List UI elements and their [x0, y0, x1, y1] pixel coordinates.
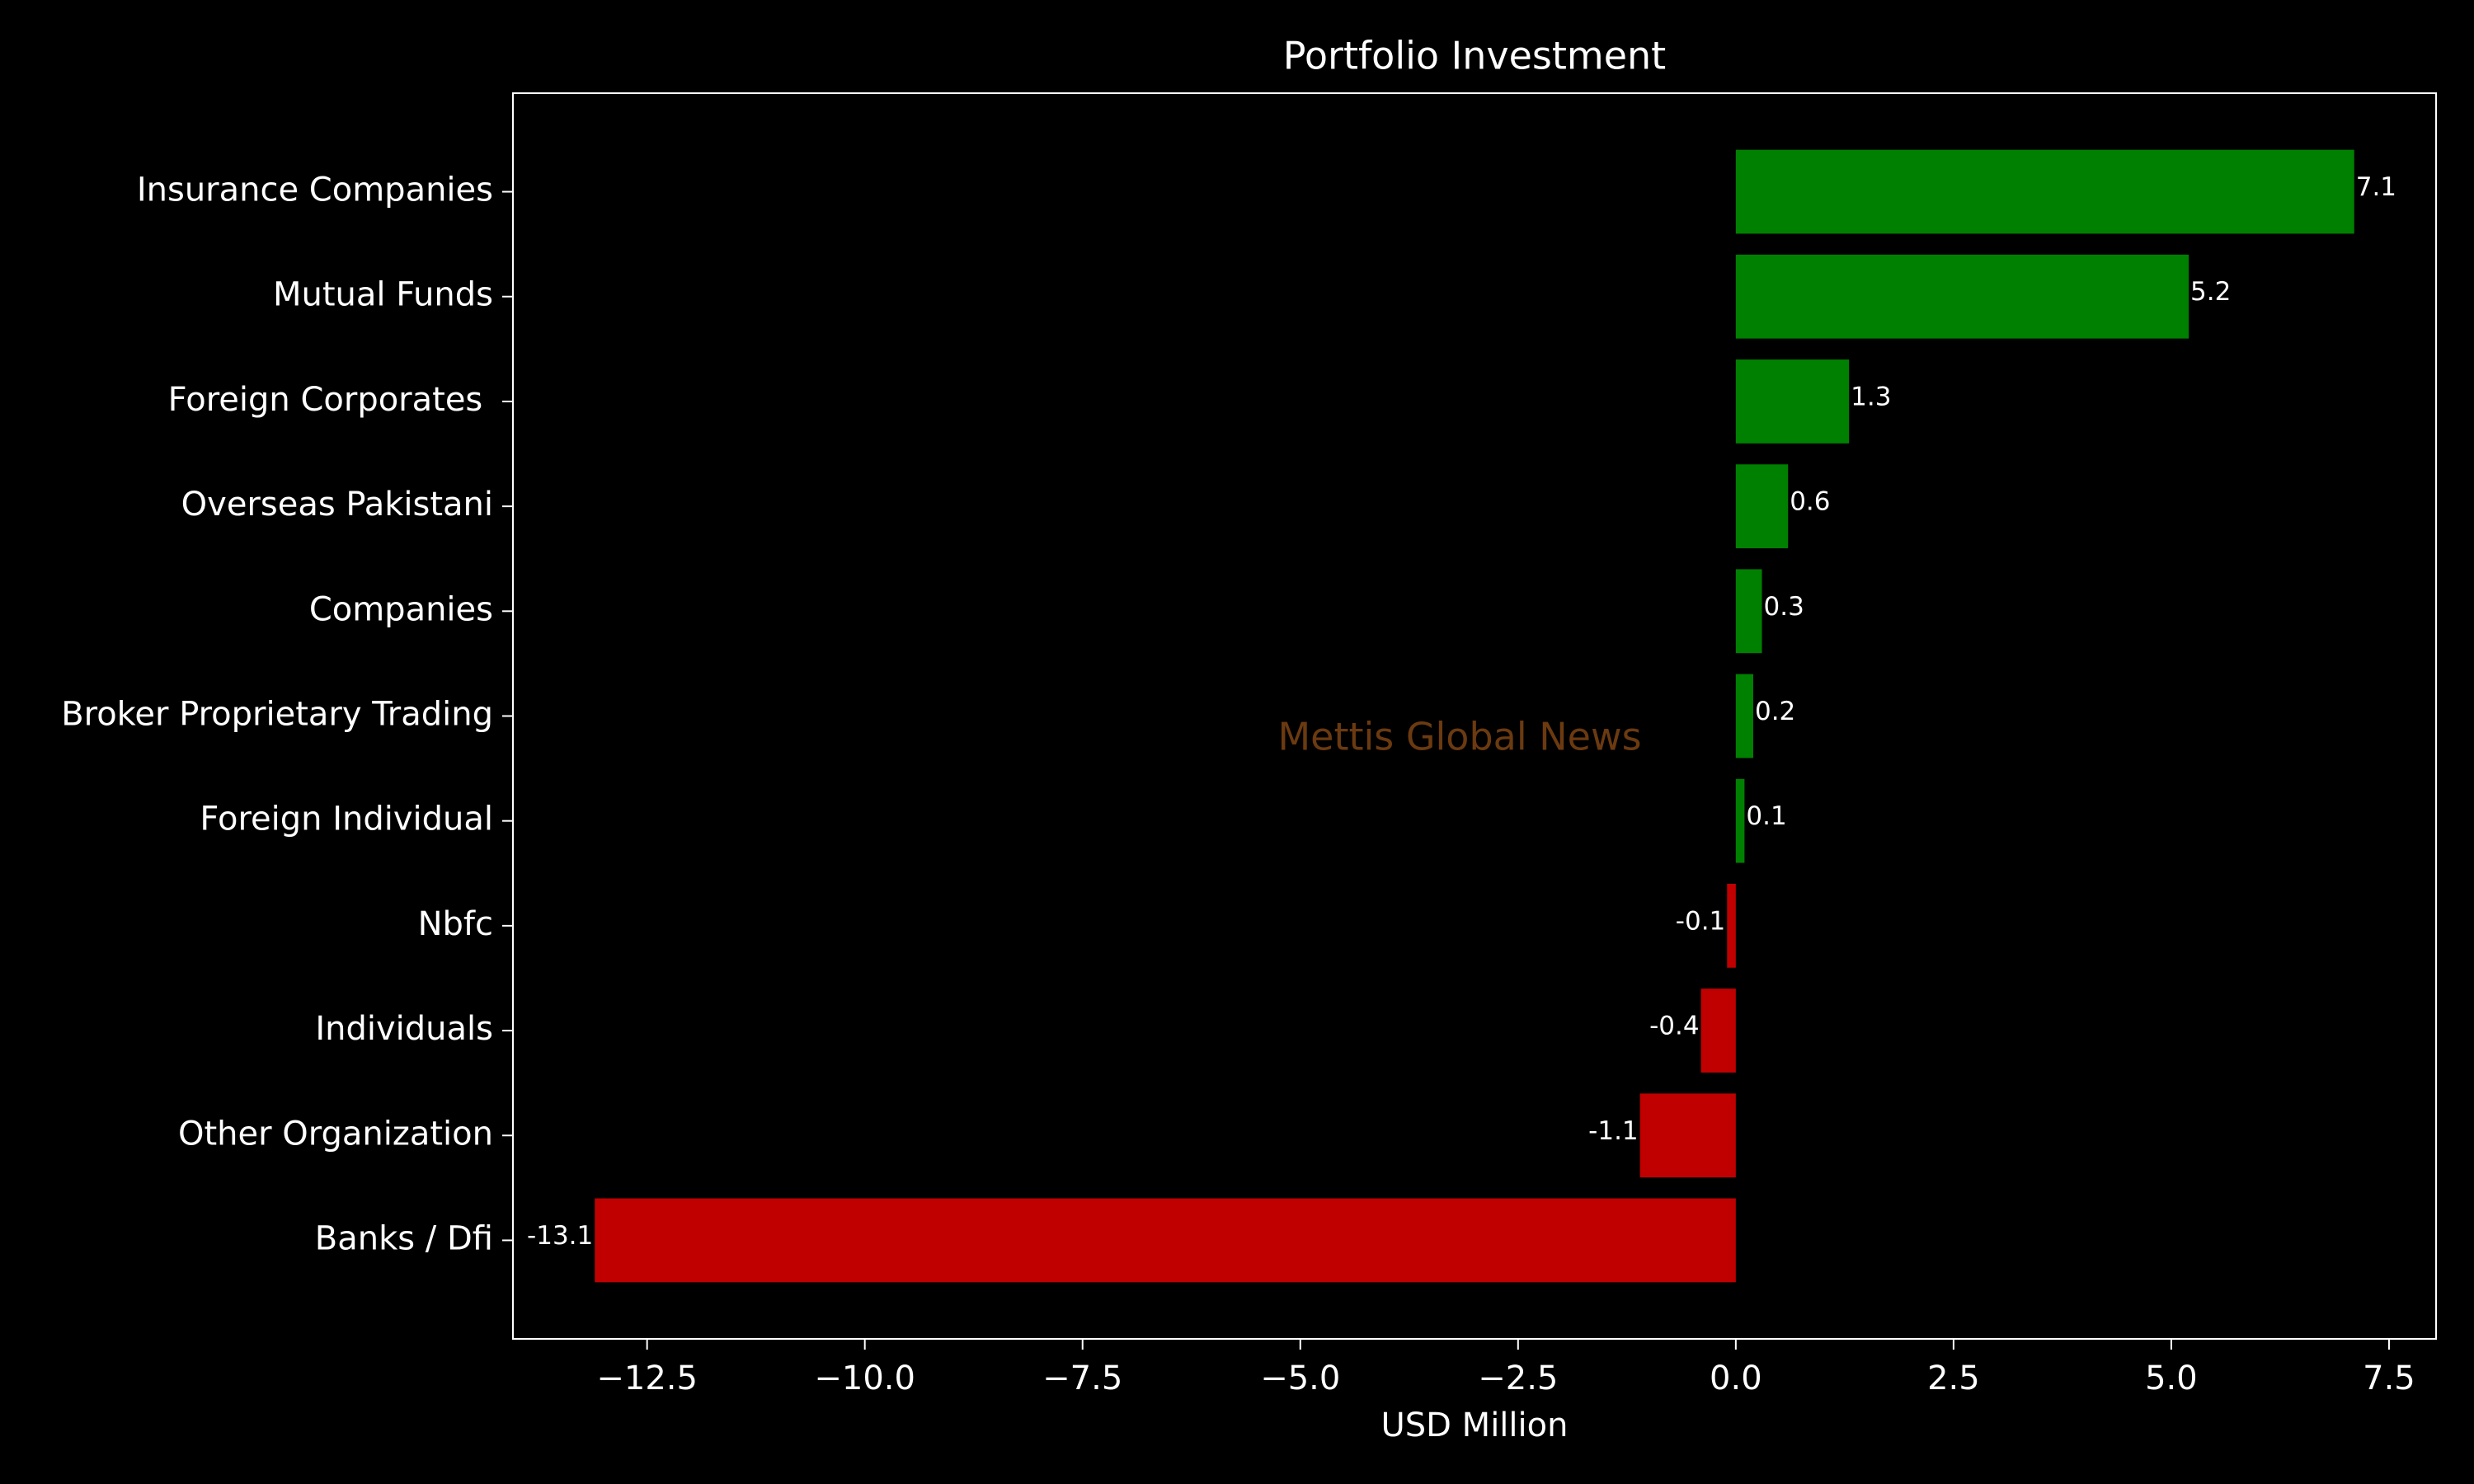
bar	[1735, 149, 2354, 234]
value-label: -0.4	[1649, 1012, 1700, 1041]
bar	[1735, 359, 1850, 444]
value-label: 0.6	[1790, 487, 1830, 517]
y-tick-label: Other Organization	[178, 1115, 493, 1153]
value-label: 1.3	[1851, 382, 1891, 411]
value-label: -1.1	[1588, 1116, 1639, 1146]
x-tick-label: −10.0	[814, 1360, 915, 1397]
x-tick-label: −5.0	[1260, 1360, 1340, 1397]
bar	[1727, 884, 1736, 968]
bar	[1735, 464, 1789, 548]
value-label: 0.1	[1746, 801, 1786, 831]
bar	[1639, 1093, 1736, 1178]
plot-frame	[512, 92, 2437, 1340]
x-tick-label: 7.5	[2363, 1360, 2415, 1397]
bar	[1735, 569, 1762, 654]
bar	[1735, 778, 1745, 863]
x-tick-label: −7.5	[1042, 1360, 1122, 1397]
y-tick-label: Nbfc	[418, 905, 493, 943]
bar	[1735, 674, 1753, 758]
value-label: 7.1	[2356, 172, 2396, 202]
x-tick-label: 5.0	[2145, 1360, 2198, 1397]
y-tick-label: Overseas Pakistani	[181, 486, 493, 524]
value-label: -0.1	[1676, 906, 1726, 936]
y-tick-label: Foreign Individual	[200, 801, 493, 838]
watermark: Mettis Global News	[1277, 715, 1641, 759]
y-tick-label: Broker Proprietary Trading	[61, 696, 493, 734]
y-tick-label: Insurance Companies	[137, 171, 493, 209]
bar	[1735, 254, 2189, 339]
x-tick-label: 0.0	[1710, 1360, 1762, 1397]
y-tick-label: Banks / Dfi	[315, 1219, 493, 1257]
x-tick-label: 2.5	[1927, 1360, 1980, 1397]
bar	[1700, 989, 1736, 1073]
value-label: 0.3	[1764, 592, 1804, 622]
value-label: 0.2	[1755, 697, 1795, 726]
bar	[595, 1198, 1736, 1283]
y-tick-label: Foreign Corporates	[168, 381, 493, 419]
value-label: -13.1	[527, 1221, 593, 1251]
chart-title: Portfolio Investment	[1283, 34, 1666, 78]
x-tick-label: −12.5	[596, 1360, 698, 1397]
y-tick-label: Mutual Funds	[273, 276, 493, 314]
x-axis-label: USD Million	[1381, 1407, 1569, 1444]
value-label: 5.2	[2190, 277, 2231, 307]
x-tick-label: −2.5	[1478, 1360, 1558, 1397]
y-tick-label: Companies	[309, 590, 493, 628]
y-tick-label: Individuals	[315, 1010, 493, 1048]
